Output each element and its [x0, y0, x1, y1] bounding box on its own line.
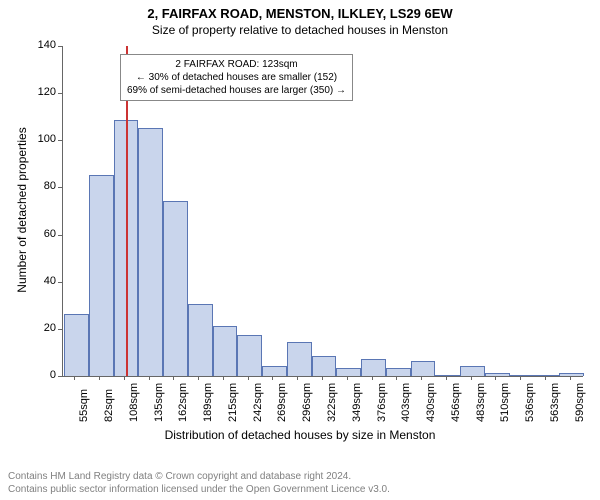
y-tick-mark — [58, 140, 62, 141]
x-tick-mark — [272, 376, 273, 380]
x-tick-mark — [347, 376, 348, 380]
bar — [312, 356, 337, 376]
y-tick-mark — [58, 282, 62, 283]
x-tick-mark — [99, 376, 100, 380]
footer-line2: Contains public sector information licen… — [8, 484, 390, 497]
x-tick-label: 590sqm — [574, 383, 586, 422]
bar — [534, 375, 559, 376]
x-tick-label: 376sqm — [376, 383, 388, 422]
bar — [287, 342, 312, 376]
y-tick-mark — [58, 46, 62, 47]
x-tick-mark — [322, 376, 323, 380]
bar — [386, 368, 411, 376]
y-tick-mark — [58, 187, 62, 188]
x-tick-label: 349sqm — [351, 383, 363, 422]
x-tick-mark — [124, 376, 125, 380]
y-tick-label: 20 — [26, 322, 56, 334]
y-tick-label: 0 — [26, 369, 56, 381]
x-tick-mark — [421, 376, 422, 380]
y-tick-label: 40 — [26, 275, 56, 287]
x-tick-mark — [372, 376, 373, 380]
bar — [485, 373, 510, 376]
x-tick-label: 162sqm — [177, 383, 189, 422]
x-tick-label: 215sqm — [227, 383, 239, 422]
x-tick-label: 55sqm — [78, 389, 90, 422]
x-tick-label: 403sqm — [400, 383, 412, 422]
bar — [336, 368, 361, 376]
x-tick-label: 296sqm — [301, 383, 313, 422]
x-tick-label: 135sqm — [153, 383, 165, 422]
x-tick-mark — [520, 376, 521, 380]
x-tick-label: 563sqm — [549, 383, 561, 422]
x-tick-label: 189sqm — [202, 383, 214, 422]
x-tick-label: 108sqm — [128, 383, 140, 422]
y-tick-label: 80 — [26, 180, 56, 192]
x-tick-label: 510sqm — [499, 383, 511, 422]
bar — [213, 326, 238, 377]
x-tick-label: 322sqm — [326, 383, 338, 422]
x-tick-mark — [74, 376, 75, 380]
bar — [435, 375, 460, 376]
y-tick-mark — [58, 93, 62, 94]
x-tick-mark — [223, 376, 224, 380]
x-tick-mark — [545, 376, 546, 380]
annot-line3: 69% of semi-detached houses are larger (… — [127, 84, 346, 97]
x-tick-mark — [198, 376, 199, 380]
x-tick-mark — [149, 376, 150, 380]
bar — [188, 304, 213, 376]
bar — [237, 335, 262, 376]
x-tick-mark — [471, 376, 472, 380]
x-tick-mark — [570, 376, 571, 380]
x-tick-mark — [446, 376, 447, 380]
bar — [89, 175, 114, 376]
x-tick-mark — [248, 376, 249, 380]
chart-container: 2, FAIRFAX ROAD, MENSTON, ILKLEY, LS29 6… — [0, 0, 600, 500]
x-axis-label: Distribution of detached houses by size … — [0, 428, 600, 442]
bar — [411, 361, 436, 376]
annot-line1: 2 FAIRFAX ROAD: 123sqm — [127, 58, 346, 71]
x-tick-label: 430sqm — [425, 383, 437, 422]
title-line2: Size of property relative to detached ho… — [0, 21, 600, 37]
y-tick-mark — [58, 376, 62, 377]
title-line1: 2, FAIRFAX ROAD, MENSTON, ILKLEY, LS29 6… — [0, 0, 600, 21]
x-tick-mark — [495, 376, 496, 380]
x-tick-label: 536sqm — [524, 383, 536, 422]
bar — [138, 128, 163, 377]
x-tick-mark — [173, 376, 174, 380]
x-tick-label: 82sqm — [103, 389, 115, 422]
y-tick-mark — [58, 235, 62, 236]
bar — [262, 366, 287, 376]
x-tick-label: 269sqm — [276, 383, 288, 422]
annotation-box: 2 FAIRFAX ROAD: 123sqm← 30% of detached … — [120, 54, 353, 101]
bar — [64, 314, 89, 376]
bar — [510, 375, 535, 376]
y-tick-label: 140 — [26, 39, 56, 51]
footer-text: Contains HM Land Registry data © Crown c… — [8, 471, 390, 496]
x-tick-mark — [297, 376, 298, 380]
x-tick-label: 456sqm — [450, 383, 462, 422]
x-tick-label: 483sqm — [475, 383, 487, 422]
footer-line1: Contains HM Land Registry data © Crown c… — [8, 471, 390, 484]
bar — [460, 366, 485, 376]
annot-line2: ← 30% of detached houses are smaller (15… — [127, 71, 346, 84]
y-tick-label: 100 — [26, 133, 56, 145]
bar — [361, 359, 386, 377]
bar — [163, 201, 188, 376]
y-tick-mark — [58, 329, 62, 330]
y-tick-label: 60 — [26, 228, 56, 240]
y-tick-label: 120 — [26, 86, 56, 98]
x-tick-mark — [396, 376, 397, 380]
x-tick-label: 242sqm — [252, 383, 264, 422]
bar — [559, 373, 584, 376]
